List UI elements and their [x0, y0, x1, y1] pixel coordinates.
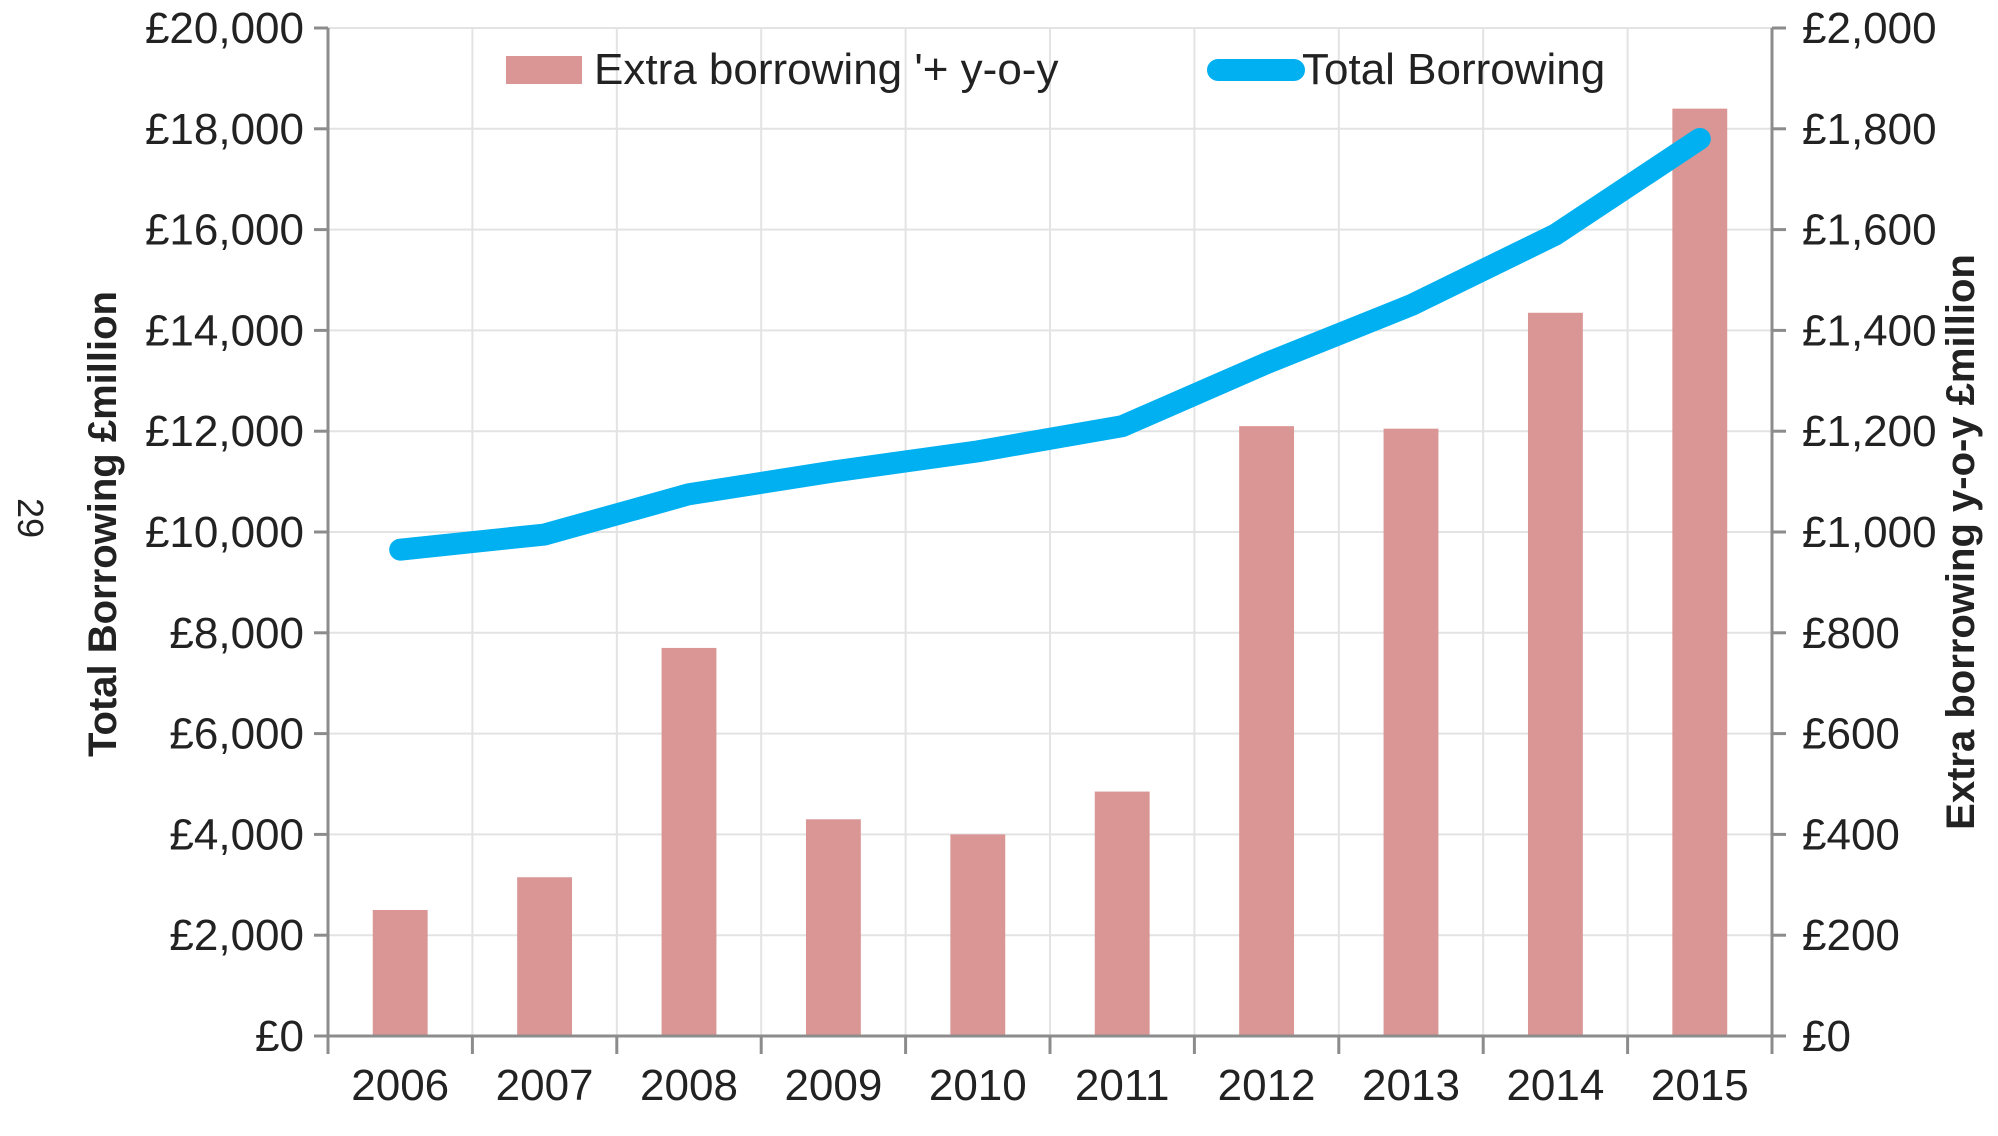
x-axis-tick-label: 2013	[1362, 1061, 1460, 1110]
bar	[1672, 108, 1728, 1036]
x-axis-tick-label: 2014	[1506, 1061, 1604, 1110]
right-axis-tick-label: £2,000	[1802, 4, 1937, 53]
bar	[1383, 428, 1439, 1036]
left-axis-tick-label: £12,000	[145, 407, 304, 456]
left-axis-tick-label: £4,000	[169, 810, 304, 859]
bar	[372, 910, 428, 1036]
left-axis-tick-label: £10,000	[145, 508, 304, 557]
x-axis-tick-label: 2006	[351, 1061, 449, 1110]
bar	[1239, 426, 1295, 1036]
left-axis-tick-label: £8,000	[169, 609, 304, 658]
x-axis-tick-label: 2011	[1075, 1061, 1170, 1110]
right-axis-tick-label: £1,200	[1802, 407, 1937, 456]
left-axis-tick-label: £0	[255, 1012, 304, 1061]
bar	[1094, 791, 1150, 1036]
bar	[661, 647, 717, 1036]
bar-series	[372, 108, 1728, 1036]
legend-label-extra-borrowing: Extra borrowing '+ y-o-y	[594, 45, 1058, 94]
x-axis-tick-label: 2008	[640, 1061, 738, 1110]
line-series	[389, 127, 1711, 561]
right-axis-tick-label: £0	[1802, 1012, 1851, 1061]
bar	[517, 877, 573, 1036]
right-axis-tick-label: £800	[1802, 609, 1900, 658]
bar	[805, 819, 861, 1036]
left-axis-tick-label: £6,000	[169, 710, 304, 759]
legend: Extra borrowing '+ y-o-y Total Borrowing	[506, 45, 1605, 94]
x-axis-tick-label: 2010	[929, 1061, 1027, 1110]
legend-label-total-borrowing: Total Borrowing	[1302, 45, 1605, 94]
left-axis-tick-label: £2,000	[169, 911, 304, 960]
right-axis-tick-label: £1,600	[1802, 206, 1937, 255]
x-axis-tick-label: 2015	[1651, 1061, 1749, 1110]
left-axis-tick-label: £14,000	[145, 306, 304, 355]
left-axis-title: Total Borrowing £million	[81, 291, 125, 757]
left-axis-tick-label: £20,000	[145, 4, 304, 53]
x-axis-tick-label: 2012	[1218, 1061, 1316, 1110]
x-axis-tick-labels: 2006 2007 2008 2009 2010 2011 2012 2013 2014 2015	[351, 1061, 1748, 1110]
right-axis-tick-label: £1,000	[1802, 508, 1937, 557]
right-axis-tick-label: £1,400	[1802, 306, 1937, 355]
left-axis-tick-labels: £0 £2,000 £4,000 £6,000 £8,000 £10,000 £12,000…	[145, 4, 304, 1061]
right-axis-tick-label: £1,800	[1802, 105, 1937, 154]
axes	[314, 26, 1786, 1054]
left-axis-tick-label: £18,000	[145, 105, 304, 154]
right-axis-tick-labels: £0 £200 £400 £600 £800 £1,000 £1,200 £1,400 £1,6…	[1802, 4, 1937, 1061]
right-axis-tick-label: £200	[1802, 911, 1900, 960]
right-axis-tick-label: £600	[1802, 710, 1900, 759]
legend-swatch-extra-borrowing	[506, 56, 582, 84]
total-borrowing-line	[389, 127, 1711, 561]
bar	[1527, 312, 1583, 1036]
left-axis-tick-label: £16,000	[145, 206, 304, 255]
bar	[950, 834, 1006, 1036]
right-axis-tick-label: £400	[1802, 810, 1900, 859]
page-number: 29	[10, 498, 51, 538]
right-axis-title: Extra borrowing y-o-y £million	[1939, 254, 1983, 830]
x-axis-tick-label: 2007	[496, 1061, 594, 1110]
x-axis-tick-label: 2009	[784, 1061, 882, 1110]
